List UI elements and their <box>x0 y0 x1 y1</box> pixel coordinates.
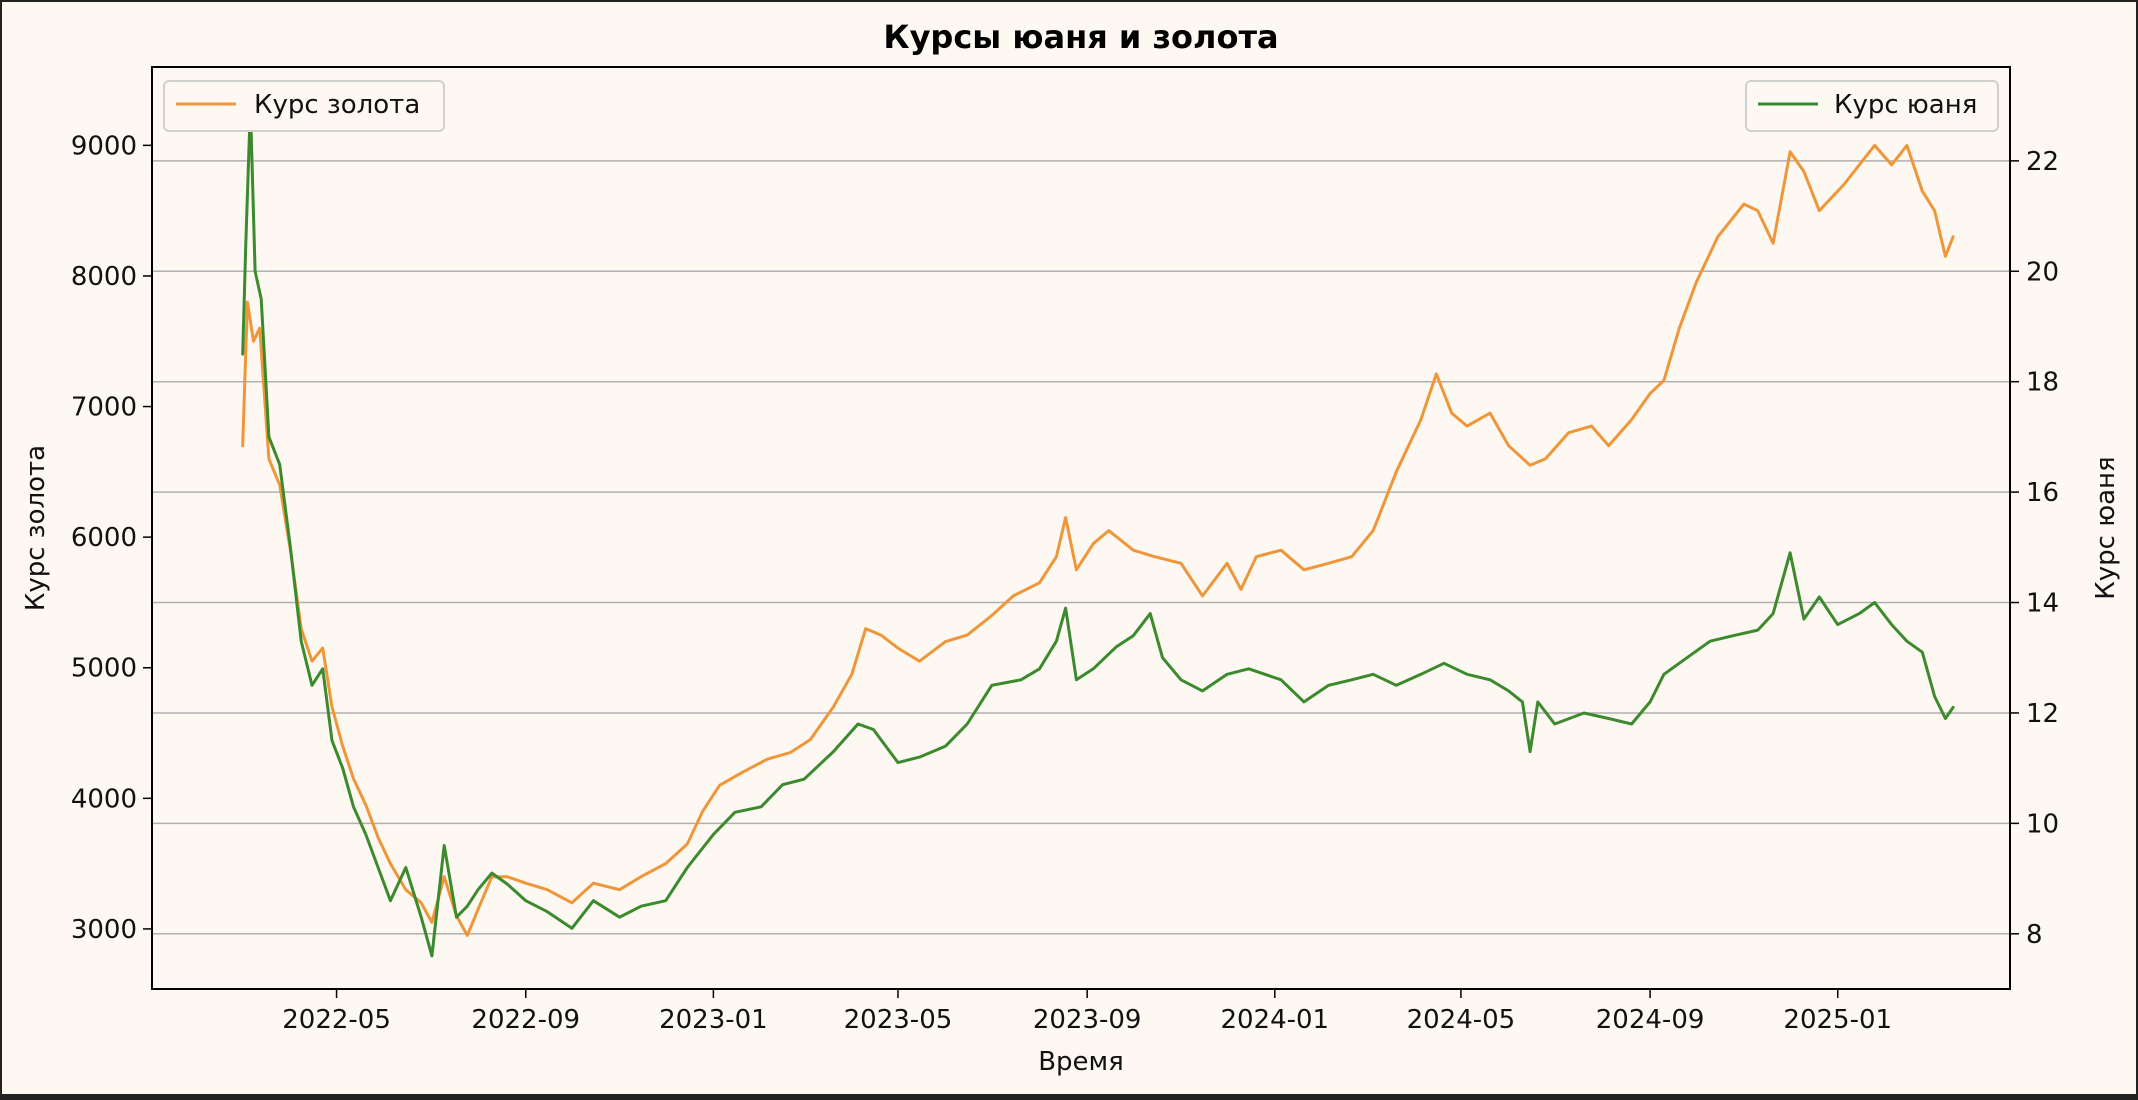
x-tick-label: 2025-01 <box>1783 1005 1892 1035</box>
left-y-tick-label: 8000 <box>71 262 137 292</box>
right-y-tick-label: 20 <box>2026 257 2059 287</box>
legend-gold-box <box>163 80 445 132</box>
x-tick-label: 2024-05 <box>1407 1005 1516 1035</box>
plot-area-frame <box>151 66 2011 990</box>
x-tick-label: 2023-05 <box>844 1005 953 1035</box>
legend-yuan-label: Курс юаня <box>1834 90 1977 120</box>
series-line-yuan <box>241 104 1955 958</box>
right-y-tick-label: 14 <box>2026 589 2059 619</box>
left-y-tick-label: 9000 <box>71 131 137 161</box>
right-y-tick-label: 16 <box>2026 478 2059 508</box>
x-axis-title: Время <box>1038 1047 1124 1077</box>
x-tick-label: 2022-05 <box>282 1005 391 1035</box>
x-tick-label: 2023-01 <box>659 1005 768 1035</box>
left-y-tick-label: 7000 <box>71 393 137 423</box>
x-tick-label: 2022-09 <box>471 1005 580 1035</box>
right-y-tick-label: 12 <box>2026 699 2059 729</box>
left-y-tick-label: 3000 <box>71 915 137 945</box>
right-y-tick-label: 8 <box>2026 920 2043 950</box>
legend-yuan-box <box>1745 80 1999 132</box>
legend-yuan: Курс юаня <box>1745 80 1999 132</box>
series-line-gold <box>241 143 1955 937</box>
chart-title: Курсы юаня и золота <box>883 18 1278 56</box>
x-tick-label: 2024-01 <box>1220 1005 1329 1035</box>
legend-gold-label: Курс золота <box>254 90 420 120</box>
x-tick-label: 2024-09 <box>1596 1005 1705 1035</box>
left-y-tick-label: 4000 <box>71 784 137 814</box>
right-y-tick-label: 18 <box>2026 368 2059 398</box>
x-tick-label: 2023-09 <box>1033 1005 1142 1035</box>
left-y-tick-label: 6000 <box>71 523 137 553</box>
ticks-layer: 3000 4000 5000 6000 7000 8000 9000 8 10 12 14 16 18 2… <box>71 131 2059 1035</box>
left-y-axis-title: Курс золота <box>21 445 51 611</box>
left-y-tick-label: 5000 <box>71 654 137 684</box>
legend-gold: Курс золота <box>163 80 445 132</box>
right-y-tick-label: 22 <box>2026 147 2059 177</box>
grid-layer <box>152 160 2010 935</box>
series-layer <box>241 104 1955 958</box>
right-y-tick-label: 10 <box>2026 809 2059 839</box>
right-y-axis-title: Курс юаня <box>2091 456 2121 599</box>
